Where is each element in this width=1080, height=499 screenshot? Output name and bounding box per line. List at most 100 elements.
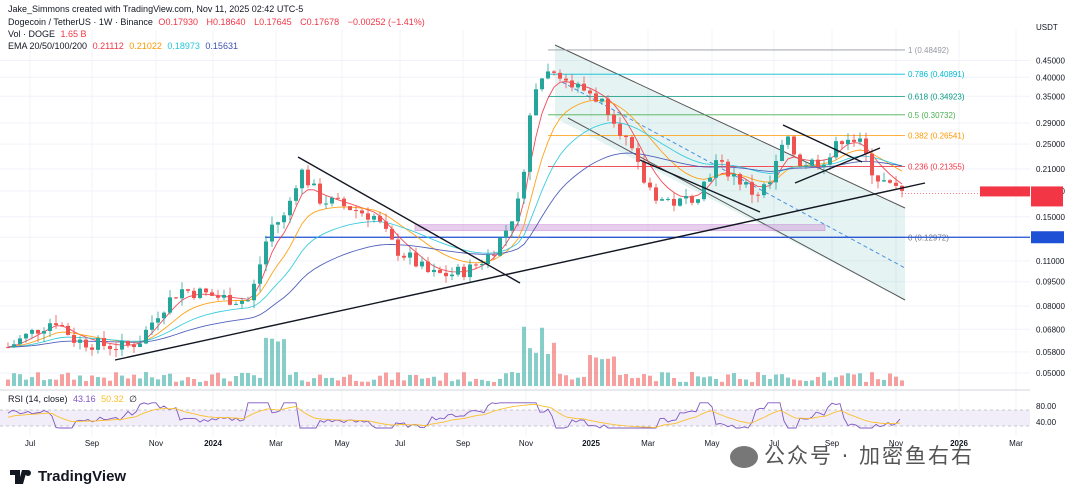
- volume-bar: [750, 381, 754, 386]
- candle-body: [816, 159, 820, 167]
- candle-body: [228, 294, 232, 305]
- candle-body: [846, 139, 850, 145]
- volume-bar: [648, 375, 652, 386]
- candle-body: [456, 266, 460, 275]
- volume-bar: [360, 381, 364, 386]
- candle-body: [300, 169, 304, 189]
- volume-bar: [312, 378, 316, 386]
- volume-bar: [828, 380, 832, 386]
- candle-body: [336, 197, 340, 199]
- candle-body: [180, 289, 184, 299]
- volume-bar: [114, 372, 118, 386]
- candle-body: [624, 135, 628, 138]
- candle-body: [744, 182, 748, 185]
- volume-bar: [708, 376, 712, 386]
- candle-body: [378, 215, 382, 222]
- volume-bar: [90, 375, 94, 386]
- volume-bar: [810, 380, 814, 386]
- candle-body: [342, 198, 346, 207]
- candle-body: [438, 269, 442, 273]
- volume-bar: [756, 372, 760, 386]
- time-tick-label: Mar: [1009, 439, 1023, 448]
- volume-bar: [846, 373, 850, 386]
- wedge-lower-line: [794, 147, 881, 184]
- candle-body: [822, 164, 826, 167]
- fib-level-label: 0.5 (0.30732): [908, 111, 956, 120]
- candle-body: [234, 303, 238, 305]
- candle-body: [18, 338, 22, 345]
- candle-body: [372, 215, 376, 220]
- time-tick-label: Nov: [889, 439, 903, 448]
- candles: [6, 63, 904, 358]
- volume-bar: [774, 374, 778, 386]
- volume-bar: [324, 378, 328, 386]
- volume-bar: [378, 375, 382, 386]
- volume-bar: [18, 374, 22, 386]
- ema-100-line: [7, 122, 903, 348]
- candle-body: [642, 161, 646, 183]
- volume-bar: [144, 372, 148, 386]
- candle-body: [876, 175, 880, 182]
- candle-body: [312, 183, 316, 186]
- candle-body: [492, 254, 496, 256]
- candle-body: [618, 123, 622, 136]
- candle-body: [636, 148, 640, 162]
- descending-trendline-2024: [297, 156, 521, 284]
- volume-bar: [840, 375, 844, 386]
- price-tick-label: 0.11000: [1036, 257, 1065, 266]
- candle-body: [660, 199, 664, 201]
- volume-bar: [234, 375, 238, 386]
- candle-body: [582, 83, 586, 91]
- volume-bar: [402, 380, 406, 386]
- volume-bar: [576, 377, 580, 386]
- volume-bar: [894, 376, 898, 386]
- candle-body: [684, 196, 688, 199]
- volume-bar: [882, 379, 886, 386]
- candle-body: [216, 295, 220, 298]
- time-tick-label: Mar: [641, 439, 655, 448]
- volume-bar: [48, 379, 52, 386]
- candle-body: [738, 174, 742, 185]
- fib-level-label: 0.382 (0.26541): [908, 132, 965, 141]
- volume-bar: [474, 378, 478, 386]
- volume-bar: [414, 374, 418, 386]
- candle-body: [600, 98, 604, 102]
- volume-bar: [252, 375, 256, 386]
- channel-upper-line: [554, 44, 906, 209]
- time-tick-label: Sep: [85, 439, 100, 448]
- wechat-icon: [730, 446, 758, 468]
- candle-body: [348, 206, 352, 211]
- time-tick-label: Mar: [269, 439, 283, 448]
- volume-bar: [864, 381, 868, 386]
- candle-body: [42, 331, 46, 334]
- volume-bar: [738, 379, 742, 386]
- symbol-line: Dogecoin / TetherUS · 1W · Binance O0.17…: [8, 17, 425, 27]
- candle-body: [426, 261, 430, 273]
- price-tick-label: 0.06800: [1036, 325, 1065, 334]
- rsi-pane: 80.00 40.00: [0, 389, 1057, 429]
- volume-bar: [294, 372, 298, 386]
- ema-line: EMA 20/50/100/200 0.21112 0.21022 0.1897…: [8, 41, 238, 51]
- candle-body: [24, 333, 28, 339]
- candle-body: [132, 344, 136, 348]
- volume-bar: [690, 372, 694, 386]
- volume-bar: [660, 372, 664, 386]
- volume-bar: [138, 378, 142, 386]
- volume-bar: [198, 381, 202, 386]
- volume-bar: [258, 377, 262, 386]
- volume-bar: [24, 379, 28, 386]
- candle-body: [888, 180, 892, 183]
- symbol-name: Dogecoin / TetherUS · 1W · Binance: [8, 17, 153, 27]
- candle-body: [756, 194, 760, 196]
- price-tick-label: 0.05000: [1036, 369, 1065, 378]
- candle-body: [468, 264, 472, 278]
- price-tag-value-bg: [1031, 186, 1063, 207]
- volume-bar: [594, 357, 598, 386]
- candle-body: [114, 349, 118, 351]
- time-tick-label: Nov: [519, 439, 533, 448]
- volume-bar: [900, 380, 904, 386]
- volume-bar: [528, 348, 532, 386]
- candle-body: [156, 318, 160, 323]
- candle-body: [870, 153, 874, 176]
- volume-line: Vol · DOGE 1.65 B: [8, 29, 87, 39]
